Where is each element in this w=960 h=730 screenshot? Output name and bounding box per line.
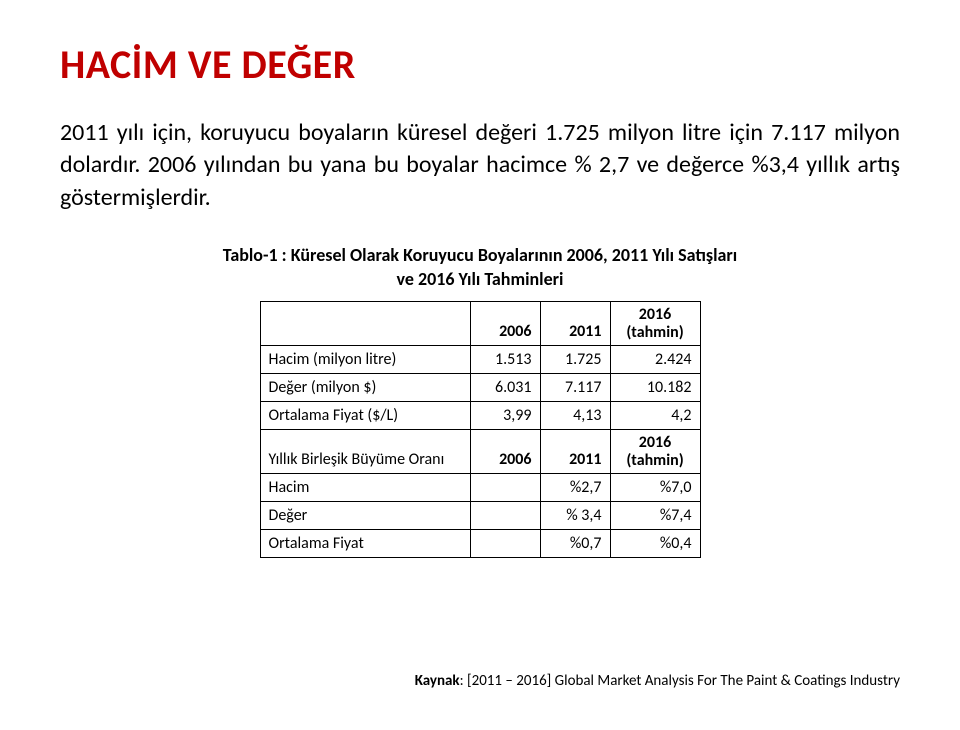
- table-row: Değer % 3,4 %7,4: [260, 502, 700, 530]
- source-line: Kaynak: [2011 – 2016] Global Market Anal…: [415, 672, 900, 690]
- row-label: Hacim: [260, 474, 470, 502]
- cell: 1.513: [470, 346, 540, 374]
- cell: [470, 530, 540, 558]
- source-text: : [2011 – 2016] Global Market Analysis F…: [460, 672, 900, 690]
- data-table: 2006 2011 2016 (tahmin) Hacim (milyon li…: [260, 301, 701, 558]
- hdr2-2011: 2011: [540, 430, 610, 474]
- cell: %2,7: [540, 474, 610, 502]
- page-title: HACİM VE DEĞER: [60, 40, 900, 89]
- hdr-2006: 2006: [470, 301, 540, 345]
- cell: 3,99: [470, 402, 540, 430]
- intro-paragraph: 2011 yılı için, koruyucu boyaların küres…: [60, 117, 900, 214]
- table-wrapper: 2006 2011 2016 (tahmin) Hacim (milyon li…: [60, 301, 900, 558]
- table-row: Hacim (milyon litre) 1.513 1.725 2.424: [260, 346, 700, 374]
- hdr2-2016-tahmin: (tahmin): [626, 451, 683, 470]
- table-row: Ortalama Fiyat %0,7 %0,4: [260, 530, 700, 558]
- table-header-row: 2006 2011 2016 (tahmin): [260, 301, 700, 345]
- cell: [470, 474, 540, 502]
- cell: 2.424: [610, 346, 700, 374]
- hdr-2016-tahmin: (tahmin): [626, 323, 683, 342]
- cell: %0,4: [610, 530, 700, 558]
- cell: %7,4: [610, 502, 700, 530]
- cell: [470, 502, 540, 530]
- hdr-2016-year: 2016: [639, 305, 671, 324]
- cell: 4,13: [540, 402, 610, 430]
- hdr-blank: [260, 301, 470, 345]
- hdr-2016: 2016 (tahmin): [610, 301, 700, 345]
- cell: %0,7: [540, 530, 610, 558]
- source-label: Kaynak: [415, 672, 460, 690]
- row-label: Değer (milyon $): [260, 374, 470, 402]
- cell: 10.182: [610, 374, 700, 402]
- hdr2-label: Yıllık Birleşik Büyüme Oranı: [260, 430, 470, 474]
- cell: 7.117: [540, 374, 610, 402]
- row-label: Ortalama Fiyat ($/L): [260, 402, 470, 430]
- cell: 1.725: [540, 346, 610, 374]
- slide-page: HACİM VE DEĞER 2011 yılı için, koruyucu …: [0, 0, 960, 730]
- cell: 4,2: [610, 402, 700, 430]
- hdr2-2016: 2016 (tahmin): [610, 430, 700, 474]
- table-row: Hacim %2,7 %7,0: [260, 474, 700, 502]
- hdr2-2006: 2006: [470, 430, 540, 474]
- row-label: Hacim (milyon litre): [260, 346, 470, 374]
- cell: 6.031: [470, 374, 540, 402]
- table-caption: Tablo-1 : Küresel Olarak Koruyucu Boyala…: [220, 244, 740, 291]
- cell: %7,0: [610, 474, 700, 502]
- table-row: Değer (milyon $) 6.031 7.117 10.182: [260, 374, 700, 402]
- table-row: Ortalama Fiyat ($/L) 3,99 4,13 4,2: [260, 402, 700, 430]
- table-header-row-2: Yıllık Birleşik Büyüme Oranı 2006 2011 2…: [260, 430, 700, 474]
- hdr-2011: 2011: [540, 301, 610, 345]
- hdr2-2016-year: 2016: [639, 433, 671, 452]
- cell: % 3,4: [540, 502, 610, 530]
- row-label: Ortalama Fiyat: [260, 530, 470, 558]
- row-label: Değer: [260, 502, 470, 530]
